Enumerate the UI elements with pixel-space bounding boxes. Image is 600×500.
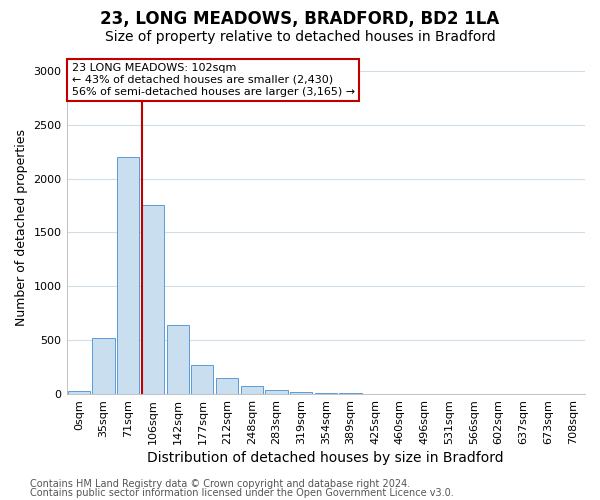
Text: Contains HM Land Registry data © Crown copyright and database right 2024.: Contains HM Land Registry data © Crown c… [30,479,410,489]
Bar [92,338,115,394]
Bar [216,378,238,394]
Bar [191,365,214,394]
Bar [241,386,263,394]
Text: Size of property relative to detached houses in Bradford: Size of property relative to detached ho… [104,30,496,44]
Bar [117,157,139,394]
Bar [68,391,90,394]
Text: 23, LONG MEADOWS, BRADFORD, BD2 1LA: 23, LONG MEADOWS, BRADFORD, BD2 1LA [100,10,500,28]
Bar [290,392,312,394]
Bar [265,390,287,394]
Text: 23 LONG MEADOWS: 102sqm
← 43% of detached houses are smaller (2,430)
56% of semi: 23 LONG MEADOWS: 102sqm ← 43% of detache… [72,64,355,96]
X-axis label: Distribution of detached houses by size in Bradford: Distribution of detached houses by size … [148,451,504,465]
Bar [314,393,337,394]
Text: Contains public sector information licensed under the Open Government Licence v3: Contains public sector information licen… [30,488,454,498]
Bar [340,393,362,394]
Bar [167,325,189,394]
Bar [142,206,164,394]
Y-axis label: Number of detached properties: Number of detached properties [15,128,28,326]
